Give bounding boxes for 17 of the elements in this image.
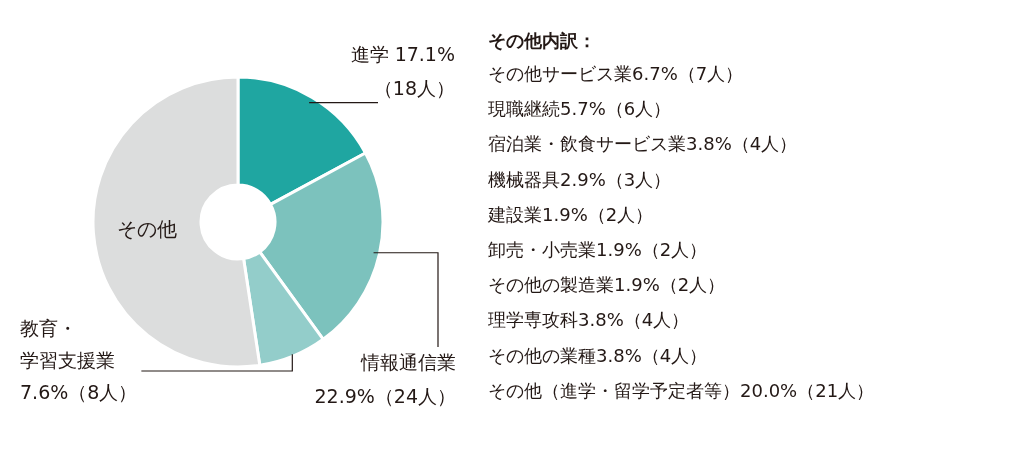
text: 現職継続5.7%（6人） xyxy=(488,98,672,120)
data-label: 22.9%（24人） xyxy=(314,385,456,407)
text: 理学専攻科3.8%（4人） xyxy=(488,309,690,331)
text: 建設業1.9%（2人） xyxy=(487,203,654,225)
slice-label: その他 xyxy=(117,216,178,241)
text: 卸売・小売業1.9%（2人） xyxy=(488,239,708,260)
text: 宿泊業・飲食サービス業3.8%（4人） xyxy=(488,133,798,155)
text: 機械器具2.9%（3人） xyxy=(488,168,672,190)
slice-label: 進学 17.1%（18人） xyxy=(350,42,455,99)
slice-label: 情報通信業 xyxy=(360,351,456,373)
text: その他内訳： xyxy=(488,30,596,51)
data-label: 7.6%（8人） xyxy=(20,381,138,403)
slice-label: 教育・学習支援業 xyxy=(20,317,115,371)
text: その他（進学・留学予定者等）20.0%（21人） xyxy=(488,379,875,401)
text: その他の製造業1.9%（2人） xyxy=(488,274,726,296)
text: その他サービス業6.7%（7人） xyxy=(488,63,744,84)
text: その他の業種3.8%（4人） xyxy=(488,344,708,366)
